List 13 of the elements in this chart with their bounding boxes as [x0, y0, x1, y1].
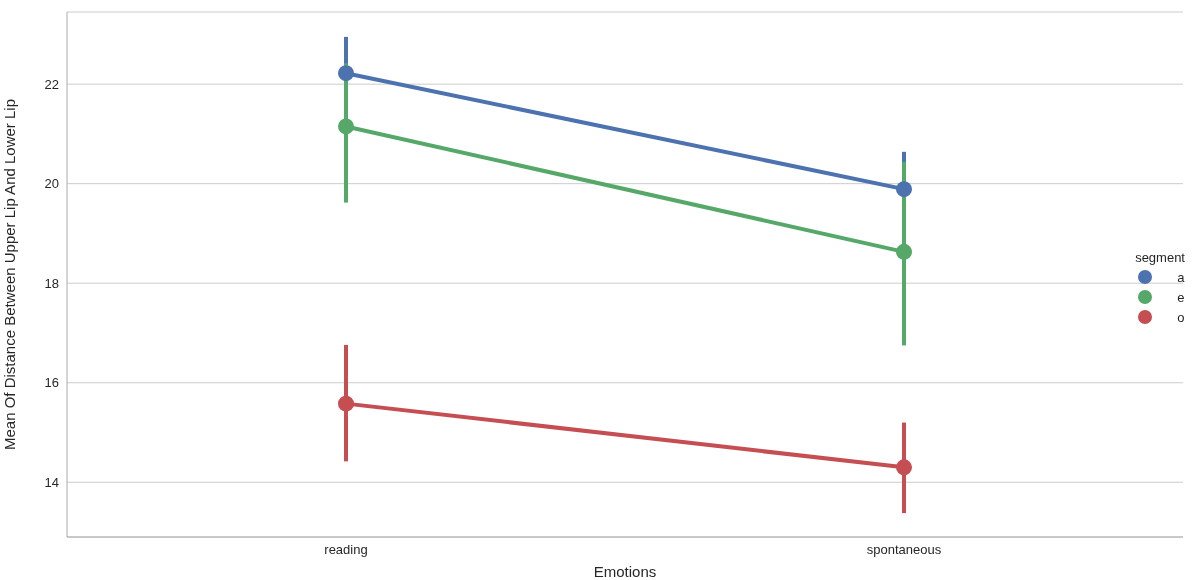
x-tick-label: spontaneous	[866, 542, 942, 558]
y-axis-title: Mean Of Distance Between Upper Lip And Lower Lip	[1, 98, 19, 451]
legend-title: segment	[1135, 250, 1185, 265]
x-axis-title: Emotions	[593, 563, 657, 580]
legend-label: e	[1177, 289, 1185, 305]
y-tick-label: 18	[44, 275, 59, 291]
legend-label: o	[1177, 309, 1185, 325]
y-tick-label: 20	[44, 176, 59, 192]
legend-label: a	[1177, 269, 1185, 285]
y-tick-label: 22	[44, 76, 59, 92]
x-tick-label: reading	[324, 542, 368, 558]
y-tick-label: 16	[44, 375, 59, 391]
y-tick-label: 14	[44, 474, 59, 490]
